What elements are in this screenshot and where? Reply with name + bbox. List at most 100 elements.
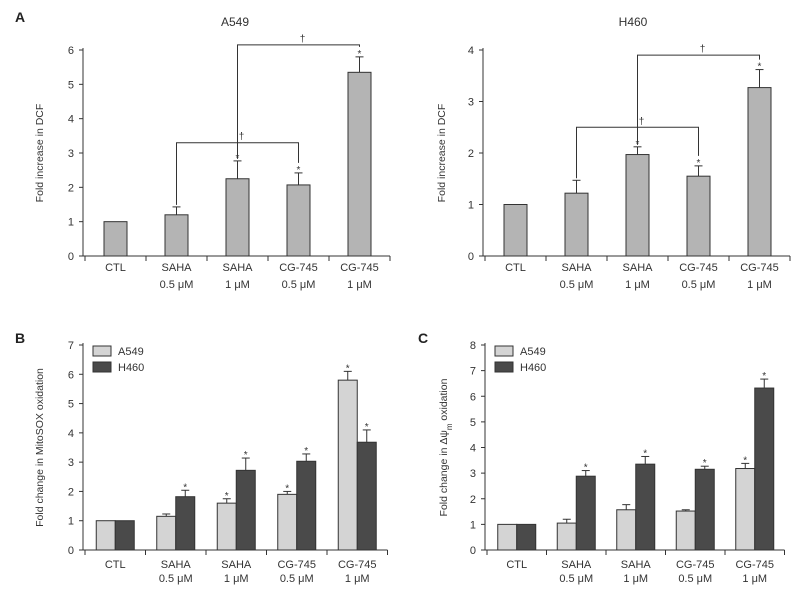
x-category-label: SAHA — [221, 559, 252, 571]
x-category-label: CG-745 — [740, 262, 779, 274]
bar-a549-cat-2 — [616, 509, 637, 551]
y-tick-label: 3 — [68, 148, 74, 160]
bar-cat-2 — [225, 178, 250, 257]
bar-a549-cat-3 — [675, 510, 696, 551]
y-axis-label-sub: m — [445, 423, 454, 430]
x-category-label: CG-745 — [338, 559, 377, 571]
x-category-sublabel: 0.5 μM — [282, 279, 316, 291]
bar-h460-cat-0 — [516, 523, 537, 551]
bar-a549-cat-4 — [735, 468, 756, 551]
x-category-sublabel: 1 μM — [224, 573, 249, 585]
y-axis-label: Fold increase in DCF — [34, 104, 46, 203]
x-category-label: SAHA — [621, 559, 652, 571]
y-tick-label: 6 — [68, 369, 74, 381]
x-category-label: SAHA — [223, 262, 254, 274]
y-tick-label: 2 — [468, 148, 474, 160]
x-category-sublabel: 0.5 μM — [560, 279, 594, 291]
x-category-label: CTL — [506, 559, 527, 571]
comparison-bracket — [637, 54, 760, 145]
x-category-sublabel: 0.5 μM — [159, 573, 193, 585]
y-tick-label: 4 — [68, 428, 74, 440]
y-tick-label: 5 — [68, 399, 74, 411]
y-tick-label: 5 — [68, 79, 74, 91]
x-category-label: CG-745 — [679, 262, 718, 274]
x-category-label: SAHA — [623, 262, 654, 274]
y-tick-label: 3 — [470, 468, 476, 480]
x-category-sublabel: 1 μM — [345, 573, 370, 585]
bar-h460-cat-1 — [175, 496, 196, 551]
significance-star: * — [758, 62, 762, 73]
x-category-sublabel: 1 μM — [742, 573, 767, 585]
bar-h460-cat-3 — [296, 460, 317, 551]
bar-h460-cat-2 — [635, 463, 656, 551]
x-category-sublabel: 1 μM — [623, 573, 648, 585]
legend-label: A549 — [118, 346, 144, 358]
bar-h460-cat-3 — [694, 468, 715, 551]
y-tick-label: 0 — [470, 545, 476, 557]
legend-swatch — [494, 345, 514, 357]
x-category-label: SAHA — [162, 262, 193, 274]
chart-a-a549: A A549 0 1 2 3 4 5 6 Fold increase in DCF CTL SAHA 0… — [15, 9, 391, 291]
y-axis-label: Fold change in Δψm oxidation — [438, 378, 454, 516]
bar-cat-3 — [686, 175, 711, 257]
y-axis-label: Fold increase in DCF — [436, 104, 448, 203]
y-tick-label: 8 — [470, 340, 476, 352]
y-tick-label: 7 — [470, 366, 476, 378]
bar-cat-4 — [747, 87, 772, 257]
y-tick-label: 1 — [470, 519, 476, 531]
bar-h460-cat-2 — [235, 469, 256, 551]
dagger-mark: † — [300, 34, 306, 45]
chart-title: H460 — [619, 15, 648, 29]
legend-label: H460 — [520, 362, 546, 374]
bar-cat-2 — [625, 154, 650, 257]
y-tick-label: 5 — [470, 417, 476, 429]
legend-swatch — [92, 345, 112, 357]
x-category-sublabel: 0.5 μM — [559, 573, 593, 585]
dagger-mark: † — [639, 116, 645, 127]
bar-a549-cat-4 — [337, 379, 358, 551]
y-axis-label-tail: oxidation — [438, 378, 450, 423]
x-category-label: SAHA — [561, 559, 592, 571]
significance-star: * — [365, 422, 369, 433]
y-tick-label: 0 — [68, 251, 74, 263]
x-category-sublabel: 1 μM — [225, 279, 250, 291]
panel-letter: C — [418, 330, 428, 346]
significance-star: * — [697, 158, 701, 169]
significance-star: * — [703, 458, 707, 469]
significance-star: * — [643, 448, 647, 459]
y-tick-label: 6 — [68, 45, 74, 57]
x-category-sublabel: 0.5 μM — [160, 279, 194, 291]
x-category-label: SAHA — [161, 559, 192, 571]
x-category-label: CTL — [505, 262, 526, 274]
significance-star: * — [743, 455, 747, 466]
legend-label: H460 — [118, 362, 144, 374]
panel-letter: A — [15, 9, 25, 25]
x-category-label: CTL — [105, 559, 126, 571]
x-category-sublabel: 0.5 μM — [678, 573, 712, 585]
y-tick-label: 4 — [470, 443, 476, 455]
panel-letter: B — [15, 330, 25, 346]
chart-c: C 0 1 2 3 4 5 6 7 8 Fold change in Δψm oxidation CT… — [418, 330, 785, 585]
y-tick-label: 4 — [68, 114, 74, 126]
y-tick-label: 3 — [468, 97, 474, 109]
bar-h460-cat-0 — [114, 520, 135, 551]
y-tick-label: 0 — [468, 251, 474, 263]
x-category-sublabel: 1 μM — [347, 279, 372, 291]
dagger-mark: † — [239, 132, 245, 143]
y-tick-label: 4 — [468, 45, 474, 57]
significance-star: * — [297, 165, 301, 176]
significance-star: * — [358, 49, 362, 60]
chart-a-h460: H460 0 1 2 3 4 Fold increase in DCF CTL SAHA 0.5 … — [436, 15, 791, 291]
bar-h460-cat-4 — [356, 441, 377, 551]
comparison-bracket — [237, 44, 360, 159]
y-tick-label: 1 — [68, 217, 74, 229]
bar-h460-cat-4 — [754, 387, 775, 551]
bar-cat-0 — [103, 221, 128, 257]
bar-a549-cat-1 — [556, 522, 577, 551]
y-tick-label: 2 — [68, 182, 74, 194]
x-category-label: CG-745 — [340, 262, 379, 274]
y-axis-label-main: Fold change in Δψ — [438, 430, 450, 516]
x-category-label: CG-745 — [277, 559, 316, 571]
significance-star: * — [346, 363, 350, 374]
